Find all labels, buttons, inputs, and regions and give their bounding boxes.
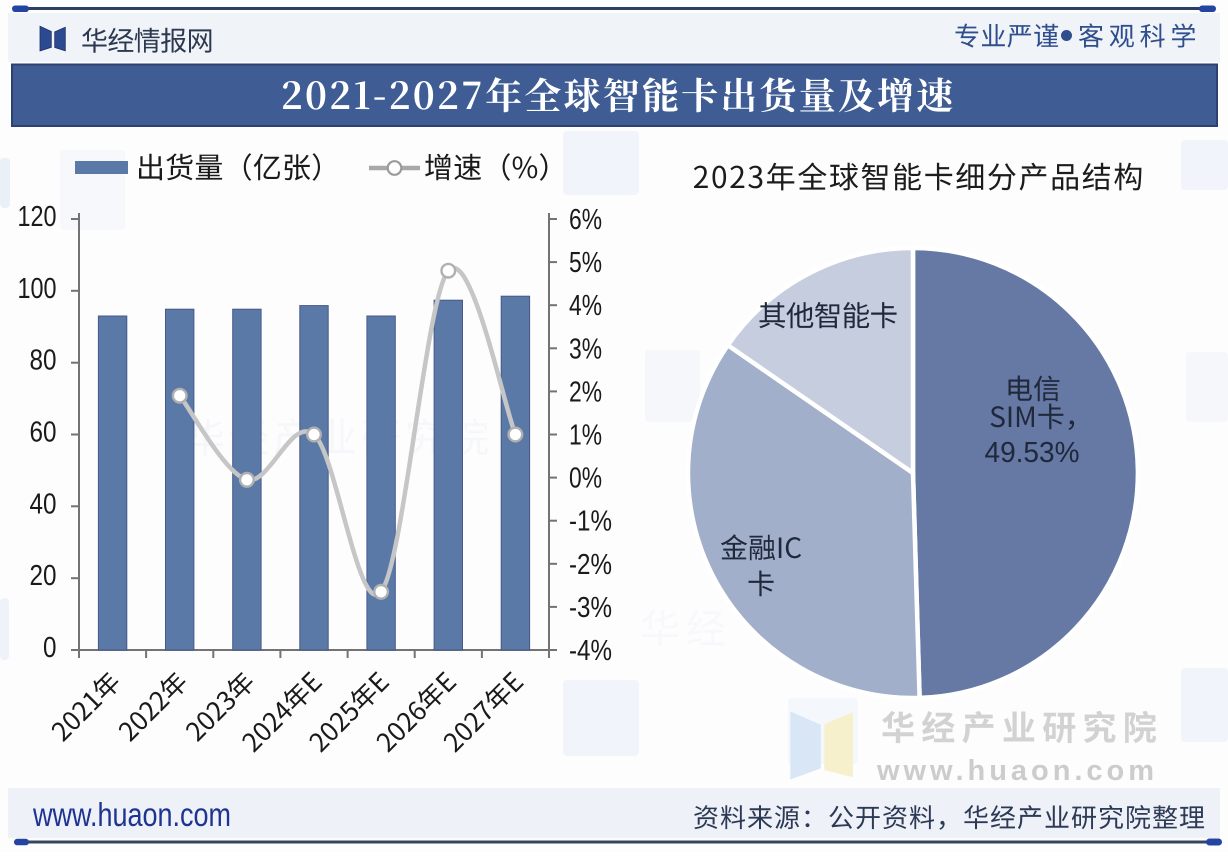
svg-text:40: 40 [30,488,57,520]
svg-text:120: 120 [18,201,57,233]
svg-text:80: 80 [30,345,57,377]
svg-text:4%: 4% [569,290,602,322]
svg-text:49.53%: 49.53% [985,437,1080,469]
svg-text:1%: 1% [569,420,602,452]
svg-text:0%: 0% [569,463,602,495]
svg-text:20: 20 [30,560,57,592]
svg-text:60: 60 [30,417,57,449]
svg-text:3%: 3% [569,333,602,365]
svg-text:5%: 5% [569,247,602,279]
svg-text:www.huaon.com: www.huaon.com [876,755,1154,787]
svg-text:0: 0 [43,632,57,664]
svg-text:2%: 2% [569,376,602,408]
svg-text:www.huaon.com: www.huaon.com [32,796,231,833]
svg-text:-1%: -1% [569,506,612,538]
svg-text:100: 100 [18,273,57,305]
svg-text:6%: 6% [569,204,602,236]
svg-text:-4%: -4% [569,635,612,667]
svg-text:-3%: -3% [569,592,612,624]
svg-text:-2%: -2% [569,549,612,581]
